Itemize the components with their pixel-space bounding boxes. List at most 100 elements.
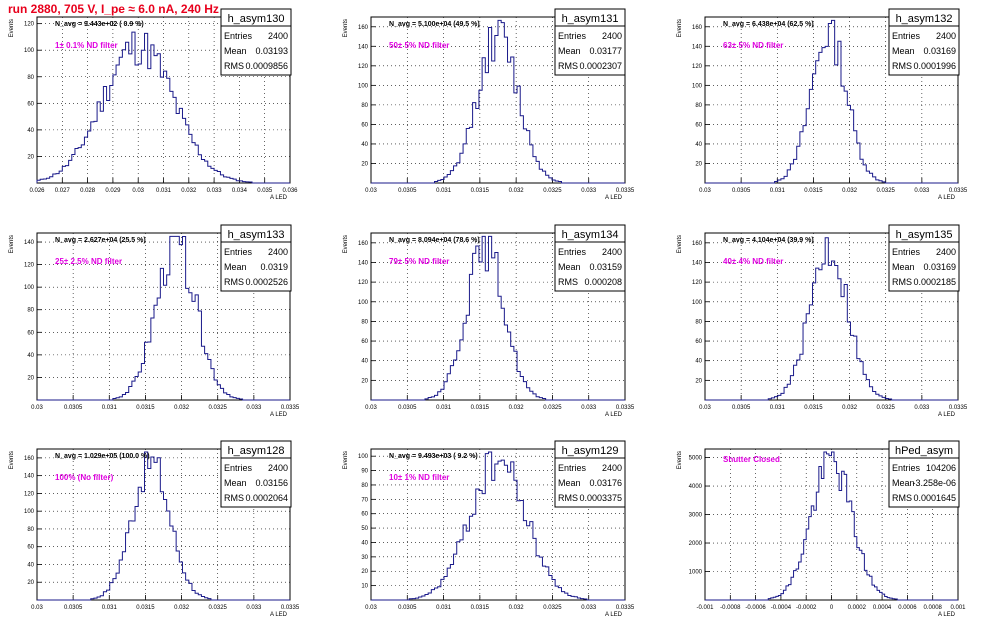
histogram-panel-h_asym131: 0.03 0.0305 0.031 0.0315 0.032 0.0325 0.033 0.0… bbox=[343, 8, 635, 201]
stats-value: 2400 bbox=[268, 31, 288, 41]
histogram-line bbox=[36, 31, 290, 184]
stats-value: 2400 bbox=[602, 31, 622, 41]
y-tick-label: 160 bbox=[692, 241, 703, 247]
y-tick-label: 90 bbox=[361, 469, 368, 475]
histogram-line bbox=[37, 235, 290, 401]
y-axis-label: Events bbox=[9, 451, 15, 469]
stats-value: 0.03169 bbox=[923, 46, 956, 56]
plot-frame bbox=[370, 232, 626, 401]
y-tick-label: 20 bbox=[27, 154, 34, 160]
stats-value: 2400 bbox=[936, 247, 956, 257]
x-tick-label: 0.0335 bbox=[281, 605, 300, 611]
x-axis-label: A LED bbox=[605, 412, 623, 418]
x-tick-label: 0.031 bbox=[102, 605, 118, 611]
y-tick-label: 100 bbox=[358, 83, 369, 89]
x-axis-label: A LED bbox=[605, 612, 623, 618]
x-tick-label: 0.03 bbox=[365, 605, 377, 611]
filter-label: 10± 1% ND filter bbox=[389, 473, 449, 482]
y-tick-label: 40 bbox=[361, 540, 368, 546]
histogram-panel-h_asym135: 0.03 0.0305 0.031 0.0315 0.032 0.0325 0.033 0.0… bbox=[677, 224, 968, 418]
x-tick-label: -0.0006 bbox=[745, 605, 766, 611]
navg-label: N_avg = 9.493e+03 ( 9.2 %) bbox=[389, 453, 478, 460]
navg-label: N_avg = 4.104e+04 (39.9 %) bbox=[723, 237, 814, 244]
x-tick-label: -0.0002 bbox=[796, 605, 817, 611]
y-tick-label: 80 bbox=[27, 75, 34, 81]
y-tick-label: 2000 bbox=[689, 541, 703, 547]
filter-label: 1± 0.1% ND filter bbox=[55, 41, 118, 50]
stats-box bbox=[554, 440, 626, 508]
stats-value: 0.0319 bbox=[260, 262, 288, 272]
y-tick-label: 3000 bbox=[689, 513, 703, 519]
y-tick-label: 100 bbox=[24, 48, 35, 54]
x-tick-label: 0.0004 bbox=[873, 605, 892, 611]
plot-frame bbox=[370, 448, 626, 601]
y-tick-label: 100 bbox=[24, 285, 35, 291]
stats-box bbox=[888, 8, 960, 76]
filter-label: Shutter Closed bbox=[723, 455, 780, 464]
stats-key: Mean bbox=[224, 478, 247, 488]
y-tick-label: 20 bbox=[27, 375, 34, 381]
y-axis-label: Events bbox=[343, 451, 349, 469]
navg-label: N_avg = 6.438e+04 (62.5 %) bbox=[723, 21, 814, 28]
stats-key: Entries bbox=[224, 247, 253, 257]
x-tick-label: 0.032 bbox=[509, 188, 525, 194]
y-tick-label: 100 bbox=[358, 300, 369, 306]
stats-box bbox=[554, 8, 626, 76]
y-tick-label: 140 bbox=[692, 44, 703, 50]
y-axis-label: Events bbox=[9, 19, 15, 37]
x-tick-label: 0.032 bbox=[181, 188, 197, 194]
y-tick-label: 160 bbox=[358, 241, 369, 247]
x-tick-label: 0.027 bbox=[55, 188, 71, 194]
x-tick-label: 0.0325 bbox=[209, 605, 228, 611]
page-title: run 2880, 705 V, I_pe ≈ 6.0 nA, 240 Hz bbox=[8, 2, 219, 16]
x-tick-label: 0.0315 bbox=[804, 188, 823, 194]
y-tick-label: 120 bbox=[24, 22, 35, 28]
x-tick-label: 0.0305 bbox=[398, 405, 417, 411]
stats-key: RMS bbox=[558, 277, 578, 287]
x-tick-label: 0.03 bbox=[31, 405, 43, 411]
x-tick-label: 0.033 bbox=[914, 405, 930, 411]
histogram-panel-h_asym134: 0.03 0.0305 0.031 0.0315 0.032 0.0325 0.033 0.0… bbox=[343, 224, 635, 418]
histogram-name: h_asym135 bbox=[896, 229, 953, 241]
stats-key: RMS bbox=[892, 493, 912, 503]
stats-key: Entries bbox=[892, 247, 921, 257]
y-tick-label: 70 bbox=[361, 497, 368, 503]
x-tick-label: 0.0325 bbox=[209, 405, 228, 411]
y-tick-label: 60 bbox=[361, 339, 368, 345]
x-tick-label: 0.0335 bbox=[949, 405, 968, 411]
filter-label: 25± 2.5% ND filter bbox=[55, 257, 122, 266]
histogram-name: h_asym132 bbox=[896, 13, 953, 25]
histogram-line bbox=[705, 451, 958, 601]
x-tick-label: 0.03 bbox=[31, 605, 43, 611]
stats-value: 0.03177 bbox=[589, 46, 622, 56]
x-tick-label: 0.031 bbox=[156, 188, 172, 194]
x-tick-label: 0.0315 bbox=[471, 405, 490, 411]
x-tick-label: 0.03 bbox=[132, 188, 144, 194]
x-tick-label: 0.0315 bbox=[136, 605, 155, 611]
stats-key: RMS bbox=[892, 61, 912, 71]
stats-key: Mean bbox=[558, 262, 581, 272]
stats-value: 2400 bbox=[602, 463, 622, 473]
y-axis-label: Events bbox=[9, 235, 15, 253]
stats-box bbox=[888, 440, 960, 508]
y-tick-label: 20 bbox=[27, 580, 34, 586]
y-tick-label: 80 bbox=[27, 308, 34, 314]
stats-key: Entries bbox=[892, 31, 921, 41]
x-tick-label: 0.0335 bbox=[616, 188, 635, 194]
stats-key: RMS bbox=[224, 61, 244, 71]
histogram-name: hPed_asym bbox=[895, 445, 953, 457]
plot-frame bbox=[704, 16, 959, 184]
x-tick-label: 0.033 bbox=[581, 188, 597, 194]
x-tick-label: 0.0335 bbox=[616, 605, 635, 611]
y-tick-label: 1000 bbox=[689, 570, 703, 576]
stats-key: Mean bbox=[892, 478, 915, 488]
x-tick-label: 0.033 bbox=[581, 405, 597, 411]
stats-key: Entries bbox=[892, 463, 921, 473]
stats-key: Mean bbox=[558, 478, 581, 488]
y-tick-label: 60 bbox=[695, 122, 702, 128]
x-tick-label: 0.0335 bbox=[949, 188, 968, 194]
histogram-panel-h_asym129: 0.03 0.0305 0.031 0.0315 0.032 0.0325 0.033 0.0… bbox=[343, 440, 635, 618]
y-tick-label: 20 bbox=[695, 161, 702, 167]
y-tick-label: 100 bbox=[692, 83, 703, 89]
